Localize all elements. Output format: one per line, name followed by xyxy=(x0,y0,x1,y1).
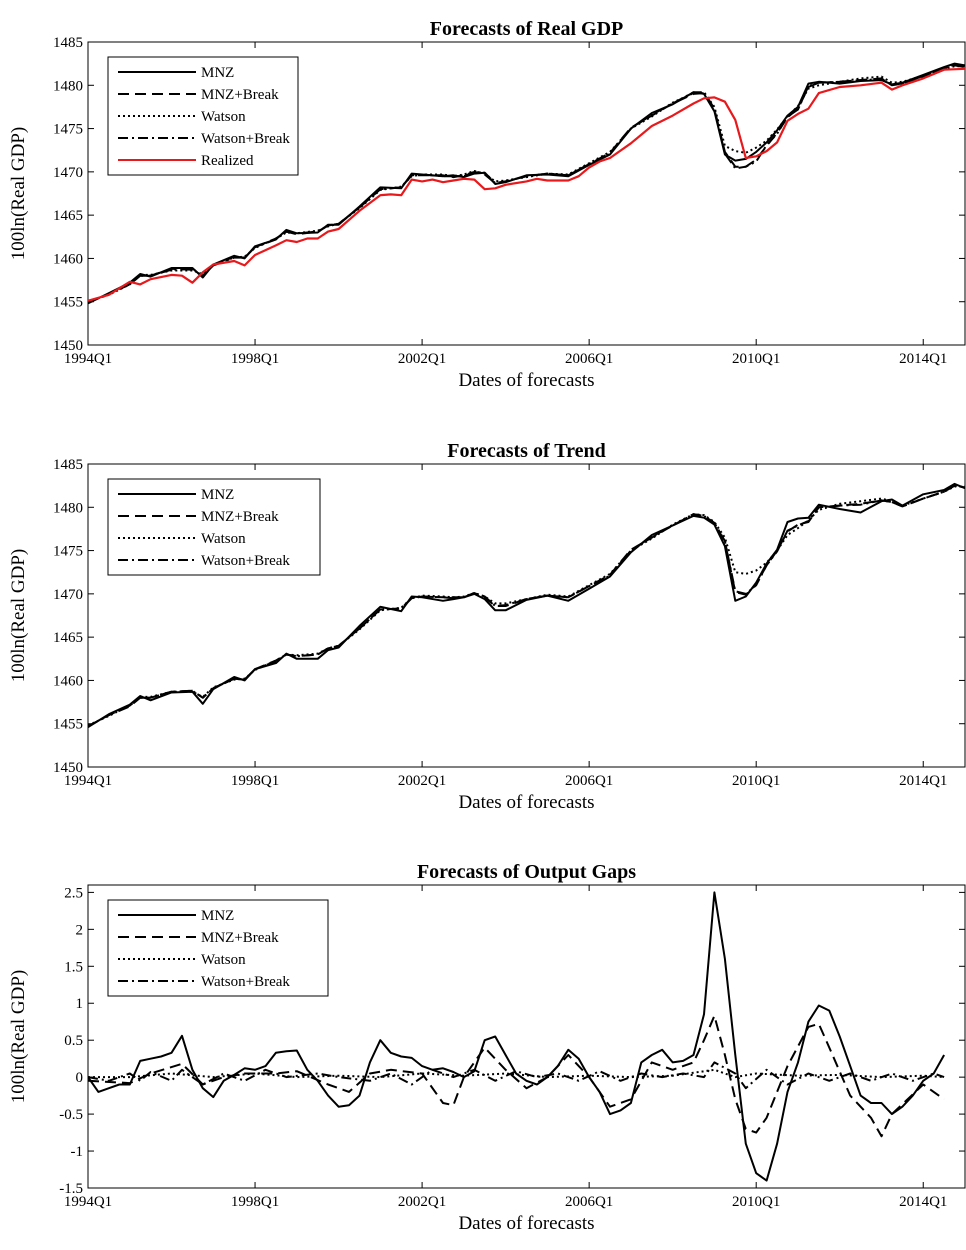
x-tick-label: 2002Q1 xyxy=(398,351,446,367)
legend-label: Watson+Break xyxy=(201,974,290,990)
x-axis-label: Dates of forecasts xyxy=(458,792,594,813)
x-tick-label: 1994Q1 xyxy=(64,1194,112,1210)
y-tick-label: 1470 xyxy=(53,165,83,181)
x-tick-label: 2002Q1 xyxy=(398,773,446,789)
chart-title: Forecasts of Trend xyxy=(447,440,606,462)
y-tick-label: 0.5 xyxy=(64,1033,83,1049)
y-tick-label: 0 xyxy=(76,1070,84,1086)
y-tick-label: 1485 xyxy=(53,457,83,473)
y-tick-label: 1475 xyxy=(53,544,83,560)
y-tick-label: 1455 xyxy=(53,717,83,733)
series-line-realized xyxy=(88,67,965,302)
x-tick-label: 1998Q1 xyxy=(231,1194,279,1210)
legend-label: MNZ xyxy=(201,487,234,503)
y-axis-label: 100ln(Real GDP) xyxy=(8,970,29,1104)
y-tick-label: 2.5 xyxy=(64,885,83,901)
x-tick-label: 1994Q1 xyxy=(64,773,112,789)
y-tick-label: 1485 xyxy=(53,35,83,51)
y-tick-label: -0.5 xyxy=(59,1107,83,1123)
chart-title: Forecasts of Real GDP xyxy=(430,18,623,40)
x-tick-label: 2014Q1 xyxy=(899,1194,947,1210)
x-tick-label: 1998Q1 xyxy=(231,773,279,789)
y-tick-label: 1460 xyxy=(53,673,83,689)
chart-title: Forecasts of Output Gaps xyxy=(417,861,636,883)
x-tick-label: 2006Q1 xyxy=(565,1194,613,1210)
y-tick-label: 1 xyxy=(76,996,84,1012)
y-tick-label: 1455 xyxy=(53,295,83,311)
x-tick-label: 2002Q1 xyxy=(398,1194,446,1210)
x-tick-label: 1994Q1 xyxy=(64,351,112,367)
legend-label: Realized xyxy=(201,153,254,169)
legend-label: Watson xyxy=(201,109,246,125)
legend-label: Watson xyxy=(201,531,246,547)
chart-trend: Forecasts of Trend 1450 1455 1460 1465 1470 14… xyxy=(8,440,966,813)
x-tick-label: 2010Q1 xyxy=(732,1194,780,1210)
series-line-watson xyxy=(88,1068,945,1079)
y-axis-label: 100ln(Real GDP) xyxy=(8,127,29,261)
x-tick-label: 1998Q1 xyxy=(231,351,279,367)
legend-label: MNZ+Break xyxy=(201,87,279,103)
legend-label: MNZ+Break xyxy=(201,509,279,525)
y-tick-label: -1 xyxy=(71,1144,84,1160)
y-tick-label: 1450 xyxy=(53,760,83,776)
y-tick-label: 1.5 xyxy=(64,959,83,975)
x-axis-label: Dates of forecasts xyxy=(458,1213,594,1234)
x-tick-label: 2006Q1 xyxy=(565,351,613,367)
y-tick-label: 1465 xyxy=(53,208,83,224)
chart-real-gdp: Forecasts of Real GDP 1450 1455 1460 1465 147… xyxy=(8,18,966,391)
x-tick-label: 2010Q1 xyxy=(732,773,780,789)
y-tick-label: 1470 xyxy=(53,587,83,603)
y-axis-label: 100ln(Real GDP) xyxy=(8,549,29,683)
legend-label: MNZ+Break xyxy=(201,930,279,946)
series-line-mnz-break xyxy=(88,64,965,304)
y-tick-label: 1460 xyxy=(53,251,83,267)
x-tick-label: 2006Q1 xyxy=(565,773,613,789)
y-tick-label: 1465 xyxy=(53,630,83,646)
y-tick-label: 2 xyxy=(76,922,84,938)
y-tick-label: 1450 xyxy=(53,338,83,354)
x-tick-label: 2014Q1 xyxy=(899,773,947,789)
series-line-watson-break xyxy=(88,1061,945,1090)
legend-label: Watson xyxy=(201,952,246,968)
x-tick-label: 2010Q1 xyxy=(732,351,780,367)
y-tick-label: -1.5 xyxy=(59,1181,83,1197)
y-tick-label: 1475 xyxy=(53,122,83,138)
x-axis-label: Dates of forecasts xyxy=(458,370,594,391)
y-tick-label: 1480 xyxy=(53,78,83,94)
legend-label: MNZ xyxy=(201,908,234,924)
chart-output-gaps: Forecasts of Output Gaps -1.5 -1 -0.5 0 0.5 1 1… xyxy=(8,861,966,1234)
legend-label: Watson+Break xyxy=(201,553,290,569)
legend-label: Watson+Break xyxy=(201,131,290,147)
y-tick-label: 1480 xyxy=(53,500,83,516)
series-line-watson xyxy=(88,485,965,727)
x-tick-label: 2014Q1 xyxy=(899,351,947,367)
legend-label: MNZ xyxy=(201,65,234,81)
